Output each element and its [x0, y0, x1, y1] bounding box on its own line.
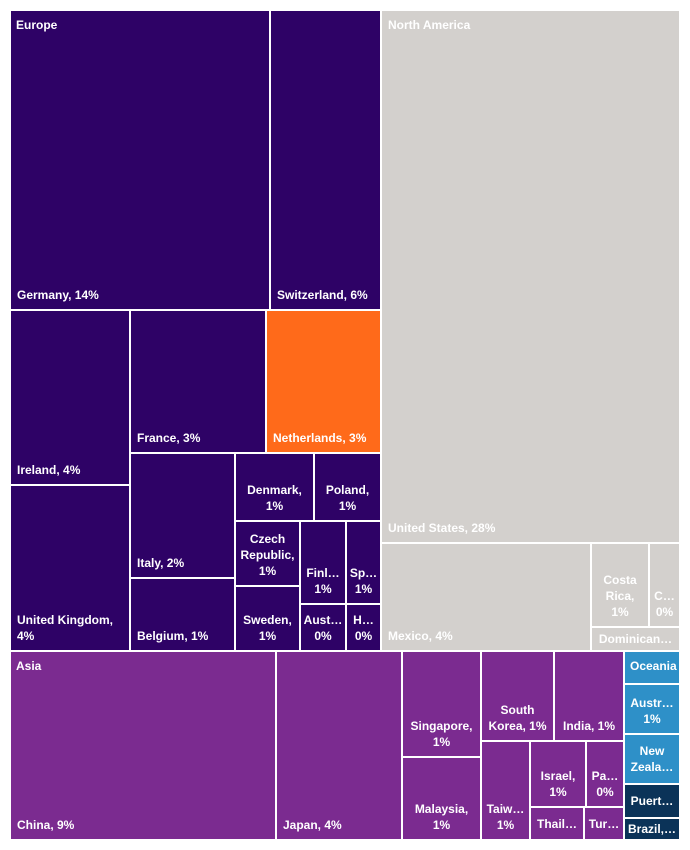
tile-malaysia: Malaysia, 1%: [402, 757, 481, 840]
tile-label-united-kingdom: United Kingdom, 4%: [17, 613, 113, 643]
tile-finland: Finl… 1%: [300, 521, 346, 604]
tile-label-puerto-rico: Puert…: [630, 794, 674, 808]
tile-italy: Italy, 2%: [130, 453, 235, 578]
tile-label-turkey: Tur…: [588, 816, 620, 831]
group-label-europe: Europe: [16, 18, 58, 32]
tile-label-mexico: Mexico, 4%: [388, 629, 453, 643]
tile-label-poland: Poland, 1%: [325, 483, 370, 513]
tile-hungary: H… 0%: [346, 604, 381, 651]
tile-south-korea: South Korea, 1%: [481, 651, 554, 741]
tile-label-united-states: United States, 28%: [388, 521, 496, 535]
tile-australia: Austr… 1%: [624, 684, 680, 734]
group-label-asia: Asia: [16, 659, 42, 673]
tile-label-austria: Aust… 0%: [303, 613, 343, 643]
group-label-oceania: Oceania: [630, 659, 677, 673]
tile-dominican-republic: Dominican…: [591, 627, 680, 651]
tile-pakistan: Pa… 0%: [586, 741, 624, 807]
tile-label-france: France, 3%: [137, 431, 201, 445]
tile-label-costa-rica: Costa Rica, 1%: [603, 573, 637, 619]
tile-switzerland: Switzerland, 6%: [270, 10, 381, 310]
tile-taiwan: Taiw… 1%: [481, 741, 530, 840]
tile-netherlands: Netherlands, 3%: [266, 310, 381, 453]
tile-label-taiwan: Taiw… 1%: [486, 802, 525, 832]
tile-label-sweden: Sweden, 1%: [243, 613, 292, 643]
tile-label-hungary: H… 0%: [353, 613, 374, 643]
tile-denmark: Denmark, 1%: [235, 453, 314, 521]
tile-israel: Israel, 1%: [530, 741, 586, 807]
tile-label-new-zealand: New Zeala…: [630, 744, 674, 774]
tile-united-states: United States, 28%: [381, 10, 680, 543]
tile-spain: Sp… 1%: [346, 521, 381, 604]
tile-label-thailand: Thail…: [536, 816, 577, 831]
tile-costa-rica: Costa Rica, 1%: [591, 543, 649, 627]
tile-new-zealand: New Zeala…: [624, 734, 680, 784]
tile-united-kingdom: United Kingdom, 4%: [10, 485, 130, 651]
tile-turkey: Tur…: [584, 807, 624, 840]
tile-label-denmark: Denmark, 1%: [247, 483, 302, 513]
tile-label-malaysia: Malaysia, 1%: [414, 802, 469, 832]
group-label-north-america: North America: [388, 18, 471, 32]
tile-india: India, 1%: [554, 651, 624, 741]
tile-label-czech-republic: Czech Republic, 1%: [240, 532, 295, 578]
tile-label-ireland: Ireland, 4%: [17, 463, 81, 477]
tile-ireland: Ireland, 4%: [10, 310, 130, 485]
tile-label-germany: Germany, 14%: [17, 288, 99, 302]
tile-label-finland: Finl… 1%: [306, 566, 340, 596]
tile-label-canada: C… 0%: [654, 589, 675, 619]
tile-label-dominican-republic: Dominican…: [598, 632, 673, 646]
tile-thailand: Thail…: [530, 807, 584, 840]
tile-japan: Japan, 4%: [276, 651, 402, 840]
tile-label-belgium: Belgium, 1%: [137, 629, 209, 643]
tile-czech-republic: Czech Republic, 1%: [235, 521, 300, 586]
tile-label-pakistan: Pa… 0%: [591, 769, 619, 799]
tile-brazil: Brazil,…: [624, 818, 680, 840]
tile-sweden: Sweden, 1%: [235, 586, 300, 651]
tile-germany: Germany, 14%: [10, 10, 270, 310]
tile-label-singapore: Singapore, 1%: [410, 719, 473, 749]
tile-label-australia: Austr… 1%: [630, 696, 674, 726]
tile-label-brazil: Brazil,…: [627, 822, 676, 836]
group-header-oceania: [624, 651, 680, 684]
tile-belgium: Belgium, 1%: [130, 578, 235, 651]
tile-label-spain: Sp… 1%: [349, 566, 378, 596]
tile-label-india: India, 1%: [562, 719, 615, 733]
tile-label-netherlands: Netherlands, 3%: [273, 431, 367, 445]
tile-china: China, 9%: [10, 651, 276, 840]
tile-singapore: Singapore, 1%: [402, 651, 481, 757]
tile-austria: Aust… 0%: [300, 604, 346, 651]
tile-puerto-rico: Puert…: [624, 784, 680, 818]
tile-canada: C… 0%: [649, 543, 680, 627]
tile-label-south-korea: South Korea, 1%: [488, 703, 547, 733]
tile-label-japan: Japan, 4%: [283, 818, 342, 832]
tile-label-italy: Italy, 2%: [137, 556, 185, 570]
tile-label-china: China, 9%: [17, 818, 75, 832]
tile-label-switzerland: Switzerland, 6%: [277, 288, 368, 302]
tile-label-israel: Israel, 1%: [540, 769, 576, 799]
tile-mexico: Mexico, 4%: [381, 543, 591, 651]
tile-france: France, 3%: [130, 310, 266, 453]
tile-poland: Poland, 1%: [314, 453, 381, 521]
